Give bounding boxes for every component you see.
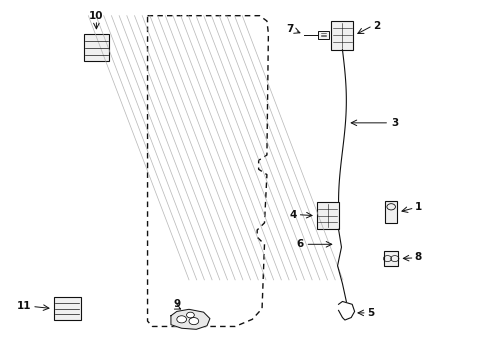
Bar bbox=[54, 297, 80, 320]
Text: 9: 9 bbox=[173, 299, 180, 309]
Bar bbox=[384, 251, 398, 266]
Bar bbox=[317, 202, 339, 229]
Bar bbox=[331, 21, 353, 50]
Text: 4: 4 bbox=[289, 210, 296, 220]
Text: 6: 6 bbox=[296, 239, 303, 249]
Circle shape bbox=[187, 312, 195, 318]
Text: 11: 11 bbox=[17, 301, 31, 311]
Text: 3: 3 bbox=[391, 118, 398, 128]
Polygon shape bbox=[171, 309, 210, 329]
Text: 1: 1 bbox=[415, 202, 422, 212]
Text: 10: 10 bbox=[89, 12, 104, 21]
Bar bbox=[385, 202, 397, 223]
Text: 7: 7 bbox=[286, 24, 294, 34]
Text: 8: 8 bbox=[415, 252, 422, 262]
Bar bbox=[318, 31, 329, 39]
Text: 5: 5 bbox=[367, 308, 374, 318]
Text: 2: 2 bbox=[373, 21, 380, 31]
Circle shape bbox=[189, 318, 199, 325]
Circle shape bbox=[177, 316, 187, 323]
Bar bbox=[84, 35, 109, 61]
